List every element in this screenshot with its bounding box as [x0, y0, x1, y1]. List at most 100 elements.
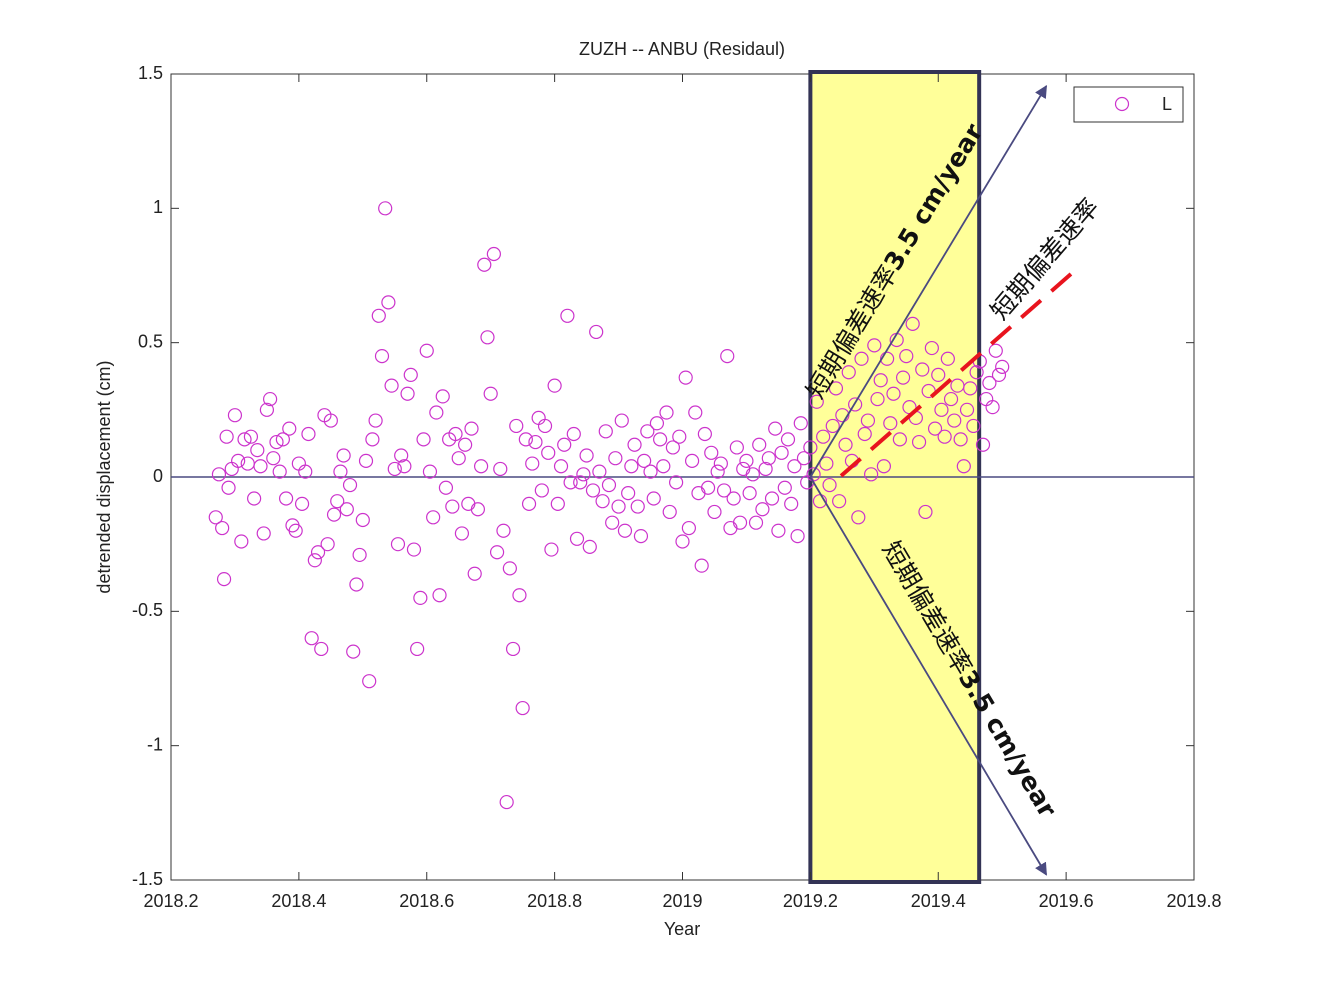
x-axis-label: Year — [664, 919, 700, 939]
point — [848, 397, 863, 412]
point — [384, 378, 399, 393]
chart-title: ZUZH -- ANBU (Residaul) — [579, 39, 785, 59]
point — [589, 324, 604, 340]
point — [400, 386, 415, 401]
point — [346, 644, 361, 659]
point — [953, 432, 968, 447]
point — [838, 437, 853, 452]
y-tick-label: 1 — [153, 197, 163, 217]
point — [752, 437, 767, 452]
point — [426, 510, 441, 525]
point — [982, 375, 997, 391]
point — [656, 459, 671, 474]
point — [473, 459, 489, 474]
point — [464, 421, 479, 436]
point — [995, 359, 1010, 374]
y-tick-label: -1.5 — [132, 869, 163, 889]
point — [560, 308, 575, 323]
point — [298, 464, 313, 479]
point — [550, 496, 565, 511]
point — [959, 402, 975, 417]
point — [282, 421, 297, 436]
point — [985, 400, 1000, 415]
point — [732, 515, 748, 530]
point — [864, 467, 879, 482]
x-tick-label: 2018.8 — [527, 891, 582, 911]
point — [486, 246, 501, 262]
point — [694, 558, 709, 573]
point — [611, 499, 626, 514]
point — [278, 491, 294, 506]
point — [585, 483, 601, 498]
point — [336, 448, 351, 463]
point — [729, 440, 744, 455]
point — [493, 461, 508, 477]
point — [247, 491, 262, 506]
point — [237, 432, 252, 447]
point — [681, 520, 696, 536]
point — [234, 534, 249, 549]
point — [697, 426, 712, 442]
y-tick-label: 0 — [153, 466, 163, 486]
point — [445, 499, 460, 514]
point — [803, 440, 818, 455]
point — [825, 418, 840, 434]
point — [777, 480, 792, 495]
point — [793, 416, 808, 431]
legend-label: L — [1162, 94, 1172, 114]
point — [573, 475, 588, 490]
point — [304, 631, 319, 646]
point — [899, 349, 914, 364]
point — [371, 308, 386, 323]
point — [541, 445, 556, 460]
point — [774, 445, 789, 460]
x-tick-label: 2019.2 — [783, 891, 838, 911]
point — [458, 437, 473, 452]
point — [672, 429, 687, 444]
point — [678, 370, 693, 385]
point — [784, 496, 799, 511]
point — [755, 502, 770, 517]
point — [857, 426, 872, 442]
rate-arrow — [809, 476, 1048, 876]
point — [454, 526, 470, 541]
point — [966, 418, 981, 434]
point — [275, 432, 290, 447]
point — [499, 794, 514, 810]
x-tick-label: 2019 — [662, 891, 702, 911]
point — [429, 405, 444, 420]
point — [963, 381, 978, 396]
point — [227, 408, 243, 423]
point — [927, 421, 943, 436]
point — [269, 434, 284, 450]
point — [368, 413, 383, 428]
point — [576, 467, 591, 482]
point — [489, 545, 505, 560]
point — [870, 391, 885, 407]
point — [608, 451, 623, 466]
point — [716, 483, 732, 498]
point — [579, 448, 594, 463]
point — [422, 464, 438, 479]
trend-line — [839, 270, 1075, 478]
point — [288, 523, 303, 538]
point — [563, 475, 578, 490]
point — [742, 486, 757, 501]
y-tick-label: -0.5 — [132, 600, 163, 620]
point — [216, 571, 232, 587]
point — [707, 504, 722, 520]
point — [390, 537, 406, 552]
point — [301, 426, 316, 442]
point — [624, 459, 639, 474]
point — [394, 448, 409, 463]
point — [876, 459, 892, 474]
point — [905, 316, 920, 331]
point — [557, 437, 572, 452]
point — [448, 426, 463, 442]
point — [828, 381, 844, 396]
point — [521, 496, 537, 511]
point — [918, 504, 933, 520]
point — [358, 453, 374, 468]
point — [413, 590, 428, 606]
